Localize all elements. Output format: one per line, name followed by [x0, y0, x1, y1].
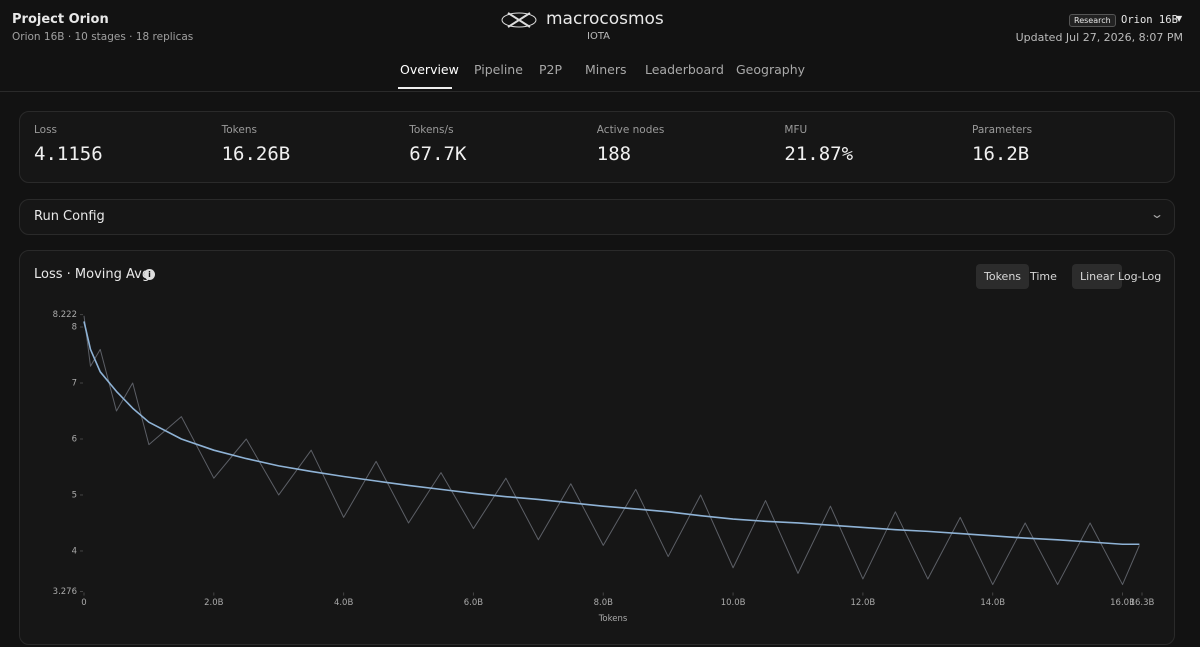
chart: 3.276 4 5 6 7 8 8.222 0 2.0B 4.0B 6.0B 8.0B 10.0B 12.… [53, 310, 1155, 624]
y-tick-label: 3.276 [53, 587, 77, 597]
toggle-button[interactable]: Log-Log [1118, 270, 1162, 283]
stat-label: Tokens/s [409, 124, 454, 136]
stat-value: 67.7K [409, 143, 467, 165]
y-tick-label: 8.222 [53, 310, 77, 320]
x-tick-label: 0 [81, 598, 86, 608]
info-icon[interactable]: i [144, 269, 155, 280]
stat-value: 4.1156 [34, 143, 103, 165]
toggle-button[interactable]: Linear [1072, 264, 1123, 289]
nav-tab[interactable]: Pipeline [474, 62, 523, 77]
stat-label: Parameters [972, 124, 1033, 136]
y-tick-label: 6 [72, 434, 77, 444]
product: IOTA [587, 31, 610, 42]
run-config-label: Run Config [34, 209, 105, 224]
x-tick-label: 10.0B [721, 598, 746, 608]
x-tick-label: 4.0B [334, 598, 354, 608]
chart-card: Loss · Moving Avg i Tokens Time Linear Log-… [19, 250, 1175, 645]
model-select[interactable]: Orion 16B [1121, 14, 1178, 26]
nav-tab[interactable]: Leaderboard [645, 62, 724, 77]
stat-label: Active nodes [596, 124, 665, 136]
stat-value: 188 [596, 143, 632, 165]
x-tick-label: 16.3B [1130, 598, 1155, 608]
x-tick-label: 14.0B [980, 598, 1005, 608]
nav-tab[interactable]: Miners [585, 62, 627, 77]
y-tick-label: 7 [72, 379, 77, 389]
active-tab-underline [398, 87, 452, 89]
x-axis-label: Tokens [598, 614, 628, 624]
divider [0, 91, 1200, 92]
stat-label: Tokens [221, 124, 257, 136]
x-tick-label: 6.0B [464, 598, 484, 608]
stats-card: Loss 4.1156 Tokens 16.26B Tokens/s 67.7K Activ… [19, 111, 1175, 183]
brand: macrocosmos [546, 9, 664, 29]
stat-label: MFU [784, 124, 808, 136]
toggle-button[interactable]: Tokens [976, 264, 1030, 289]
x-tick-label: 8.0B [594, 598, 614, 608]
x-tick-label: 16.0B [1110, 598, 1135, 608]
y-tick-label: 4 [72, 546, 77, 556]
stat-value: 16.2B [972, 143, 1030, 165]
toggle-button[interactable]: Time [1030, 270, 1057, 283]
badge: Research [1069, 14, 1116, 27]
x-tick-label: 2.0B [204, 598, 224, 608]
x-tick-label: 12.0B [851, 598, 876, 608]
chart-title: Loss · Moving Avg [34, 267, 151, 282]
chevron[interactable]: ⌄ [1149, 207, 1165, 221]
nav-tab[interactable]: Geography [736, 62, 806, 77]
line-series [83, 315, 1140, 586]
nav-tab[interactable]: Overview [400, 62, 459, 77]
stat-value: 16.26B [221, 143, 291, 165]
stat-value: 21.87% [784, 143, 854, 165]
project-subtitle: Orion 16B · 10 stages · 18 replicas [12, 31, 194, 43]
project-title: Project Orion [12, 12, 109, 27]
caret[interactable]: ▼ [1176, 14, 1183, 23]
y-tick-label: 5 [72, 490, 77, 500]
nav-tab[interactable]: P2P [539, 62, 563, 77]
stat-label: Loss [34, 124, 58, 136]
run-config[interactable]: Run Config ⌄ [19, 199, 1175, 235]
line-series [83, 321, 1140, 546]
y-tick-label: 8 [72, 323, 77, 333]
updated: Updated Jul 27, 2026, 8:07 PM [1015, 31, 1183, 44]
logo [501, 12, 537, 28]
